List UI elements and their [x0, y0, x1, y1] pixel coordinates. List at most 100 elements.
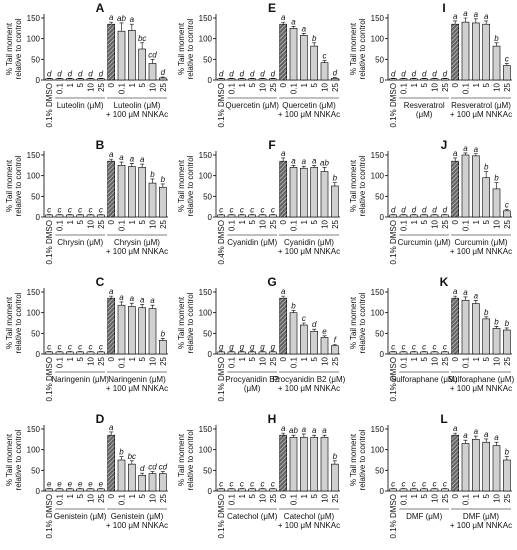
bar: [159, 186, 167, 218]
bar: [117, 165, 126, 218]
y-axis-label: relative to control: [14, 155, 23, 216]
x-tick-label: 25: [503, 356, 512, 365]
significance-letter: ab: [320, 158, 329, 167]
y-tick-label: 100: [27, 309, 41, 318]
bar: [86, 351, 95, 355]
x-tick-label: 10: [321, 493, 330, 502]
significance-letter: cd: [148, 463, 157, 472]
y-tick-label: 100: [27, 172, 41, 181]
bar: [45, 214, 53, 218]
significance-letter: a: [474, 427, 479, 436]
x-tick-label: 0.1: [400, 82, 409, 94]
error-bar: [119, 456, 124, 460]
error-bar: [473, 18, 478, 23]
y-axis-label: % Tail moment: [5, 22, 14, 75]
x-tick-label: 5: [310, 356, 319, 361]
y-tick-label: 0: [380, 487, 385, 496]
significance-letter: b: [161, 175, 166, 184]
significance-letter: a: [119, 153, 124, 162]
bar: [420, 488, 428, 492]
error-bar: [140, 163, 145, 168]
x-tick-label: 1: [128, 356, 137, 361]
x-tick-label: 5: [76, 219, 85, 224]
bar: [441, 78, 449, 81]
bar: [97, 351, 105, 355]
group-label: Catechol (μM): [227, 512, 278, 521]
x-tick-label: 25: [97, 356, 106, 365]
bar: [289, 436, 298, 492]
bar: [472, 439, 480, 492]
y-tick-label: 0: [36, 487, 41, 496]
bar: [441, 214, 449, 218]
bar: [148, 473, 157, 492]
group-label: + 100 μM NNKAc: [450, 247, 512, 256]
x-tick-label: 5: [76, 82, 85, 87]
significance-letter: c: [89, 343, 93, 352]
significance-letter: a: [109, 423, 114, 432]
bar-hatch: [107, 24, 115, 80]
x-tick-label: 25: [269, 356, 278, 365]
bar: [461, 154, 470, 218]
x-tick-label: 5: [420, 493, 429, 498]
y-tick-label: 50: [375, 192, 384, 201]
bar: [399, 214, 408, 218]
bar-hatch: [451, 298, 459, 354]
x-tick-label: 0: [451, 82, 460, 87]
bar: [148, 308, 157, 355]
x-tick-label: 10: [259, 82, 268, 91]
bar: [117, 30, 126, 81]
y-tick-label: 50: [31, 192, 40, 201]
significance-letter: d: [401, 206, 406, 215]
x-tick-label: 5: [310, 82, 319, 87]
x-tick-label: 0: [279, 219, 288, 224]
significance-letter: d: [422, 206, 427, 215]
bar-hatch: [451, 161, 459, 217]
significance-letter: d: [443, 206, 448, 215]
error-bar: [129, 162, 134, 167]
y-axis-label: % Tail moment: [349, 159, 358, 212]
bar: [248, 214, 256, 218]
error-bar: [322, 335, 327, 338]
x-tick-label: 10: [259, 219, 268, 228]
significance-letter: bc: [138, 34, 146, 43]
x-tick-label: 5: [482, 493, 491, 498]
error-bar: [494, 42, 499, 47]
error-bar: [312, 165, 317, 168]
x-tick-label: 25: [331, 219, 340, 228]
panel-title: H: [268, 412, 277, 426]
significance-letter: c: [271, 480, 275, 489]
group-label: Resveratrol (μM): [451, 101, 511, 110]
significance-letter: a: [494, 433, 499, 442]
group-label: Naringenin (μM): [108, 375, 166, 384]
x-tick-label: 10: [493, 493, 502, 502]
error-bar: [150, 304, 155, 309]
significance-letter: a: [463, 431, 468, 440]
x-tick-label: 0: [279, 493, 288, 498]
y-tick-label: 0: [36, 76, 41, 85]
significance-letter: c: [261, 480, 265, 489]
x-tick-label: 5: [248, 356, 257, 361]
bar: [269, 488, 277, 492]
bar: [410, 214, 418, 218]
error-bar: [494, 326, 499, 329]
bar: [258, 488, 267, 492]
bar: [238, 78, 246, 81]
bar: [76, 351, 84, 355]
significance-letter: e: [57, 480, 62, 489]
bar-hatch: [279, 24, 287, 80]
x-tick-label: 25: [441, 219, 450, 228]
bar: [289, 28, 298, 81]
bar: [492, 188, 501, 218]
bar-hatch: [279, 161, 287, 217]
group-label: + 100 μM NNKAc: [278, 247, 340, 256]
y-axis-label: % Tail moment: [177, 296, 186, 349]
bar: [258, 78, 267, 81]
bar: [320, 171, 329, 218]
error-bar: [291, 165, 296, 168]
x-tick-label: 1: [410, 493, 419, 498]
significance-letter: c: [78, 343, 82, 352]
group-label: Chrysin (μM): [114, 238, 160, 247]
x-tick-label: 10: [259, 356, 268, 365]
x-tick-label: 10: [87, 82, 96, 91]
